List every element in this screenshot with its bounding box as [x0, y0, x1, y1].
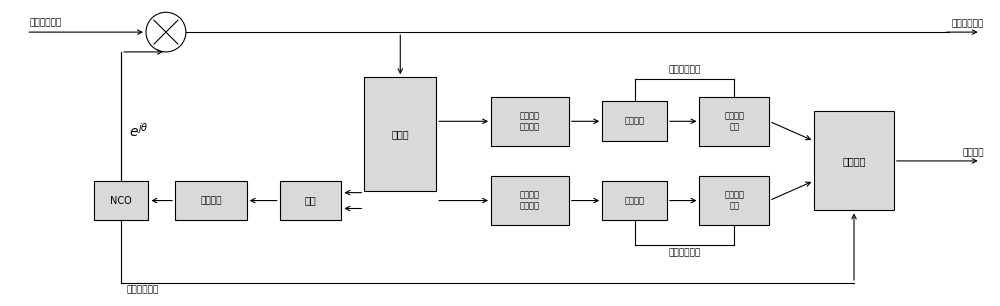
Text: 内圈锁定
函数计算: 内圈锁定 函数计算	[520, 111, 540, 131]
FancyBboxPatch shape	[699, 176, 769, 225]
FancyBboxPatch shape	[175, 181, 247, 220]
Text: 内圈锁定
判决: 内圈锁定 判决	[724, 111, 744, 131]
Text: 外圈锁定
判决: 外圈锁定 判决	[724, 191, 744, 211]
FancyBboxPatch shape	[699, 96, 769, 146]
FancyBboxPatch shape	[364, 77, 436, 191]
FancyBboxPatch shape	[814, 111, 894, 211]
Text: 外圈锁定
函数计算: 外圈锁定 函数计算	[520, 191, 540, 211]
Text: 锁定指示: 锁定指示	[962, 148, 984, 157]
FancyBboxPatch shape	[602, 102, 667, 141]
Text: 平滑滤波: 平滑滤波	[625, 196, 645, 205]
FancyBboxPatch shape	[491, 96, 569, 146]
FancyBboxPatch shape	[94, 181, 148, 220]
Text: 鉴相: 鉴相	[305, 196, 316, 206]
Text: NCO: NCO	[110, 196, 132, 206]
Text: 平滑滤波: 平滑滤波	[625, 117, 645, 126]
Text: 载波同步输入: 载波同步输入	[29, 18, 62, 27]
Text: 相位偏移指示: 相位偏移指示	[126, 286, 158, 295]
Text: 联合判决: 联合判决	[842, 156, 866, 166]
Text: 内圈判决门限: 内圈判决门限	[668, 66, 701, 75]
Text: 硬判决: 硬判决	[391, 129, 409, 139]
Text: 外圈判决门限: 外圈判决门限	[668, 248, 701, 257]
FancyBboxPatch shape	[602, 181, 667, 220]
Text: 环路滤波: 环路滤波	[200, 196, 222, 205]
Text: $e^{j\theta}$: $e^{j\theta}$	[129, 122, 149, 140]
FancyBboxPatch shape	[280, 181, 341, 220]
Text: 载波同步输出: 载波同步输出	[951, 19, 984, 28]
FancyBboxPatch shape	[491, 176, 569, 225]
